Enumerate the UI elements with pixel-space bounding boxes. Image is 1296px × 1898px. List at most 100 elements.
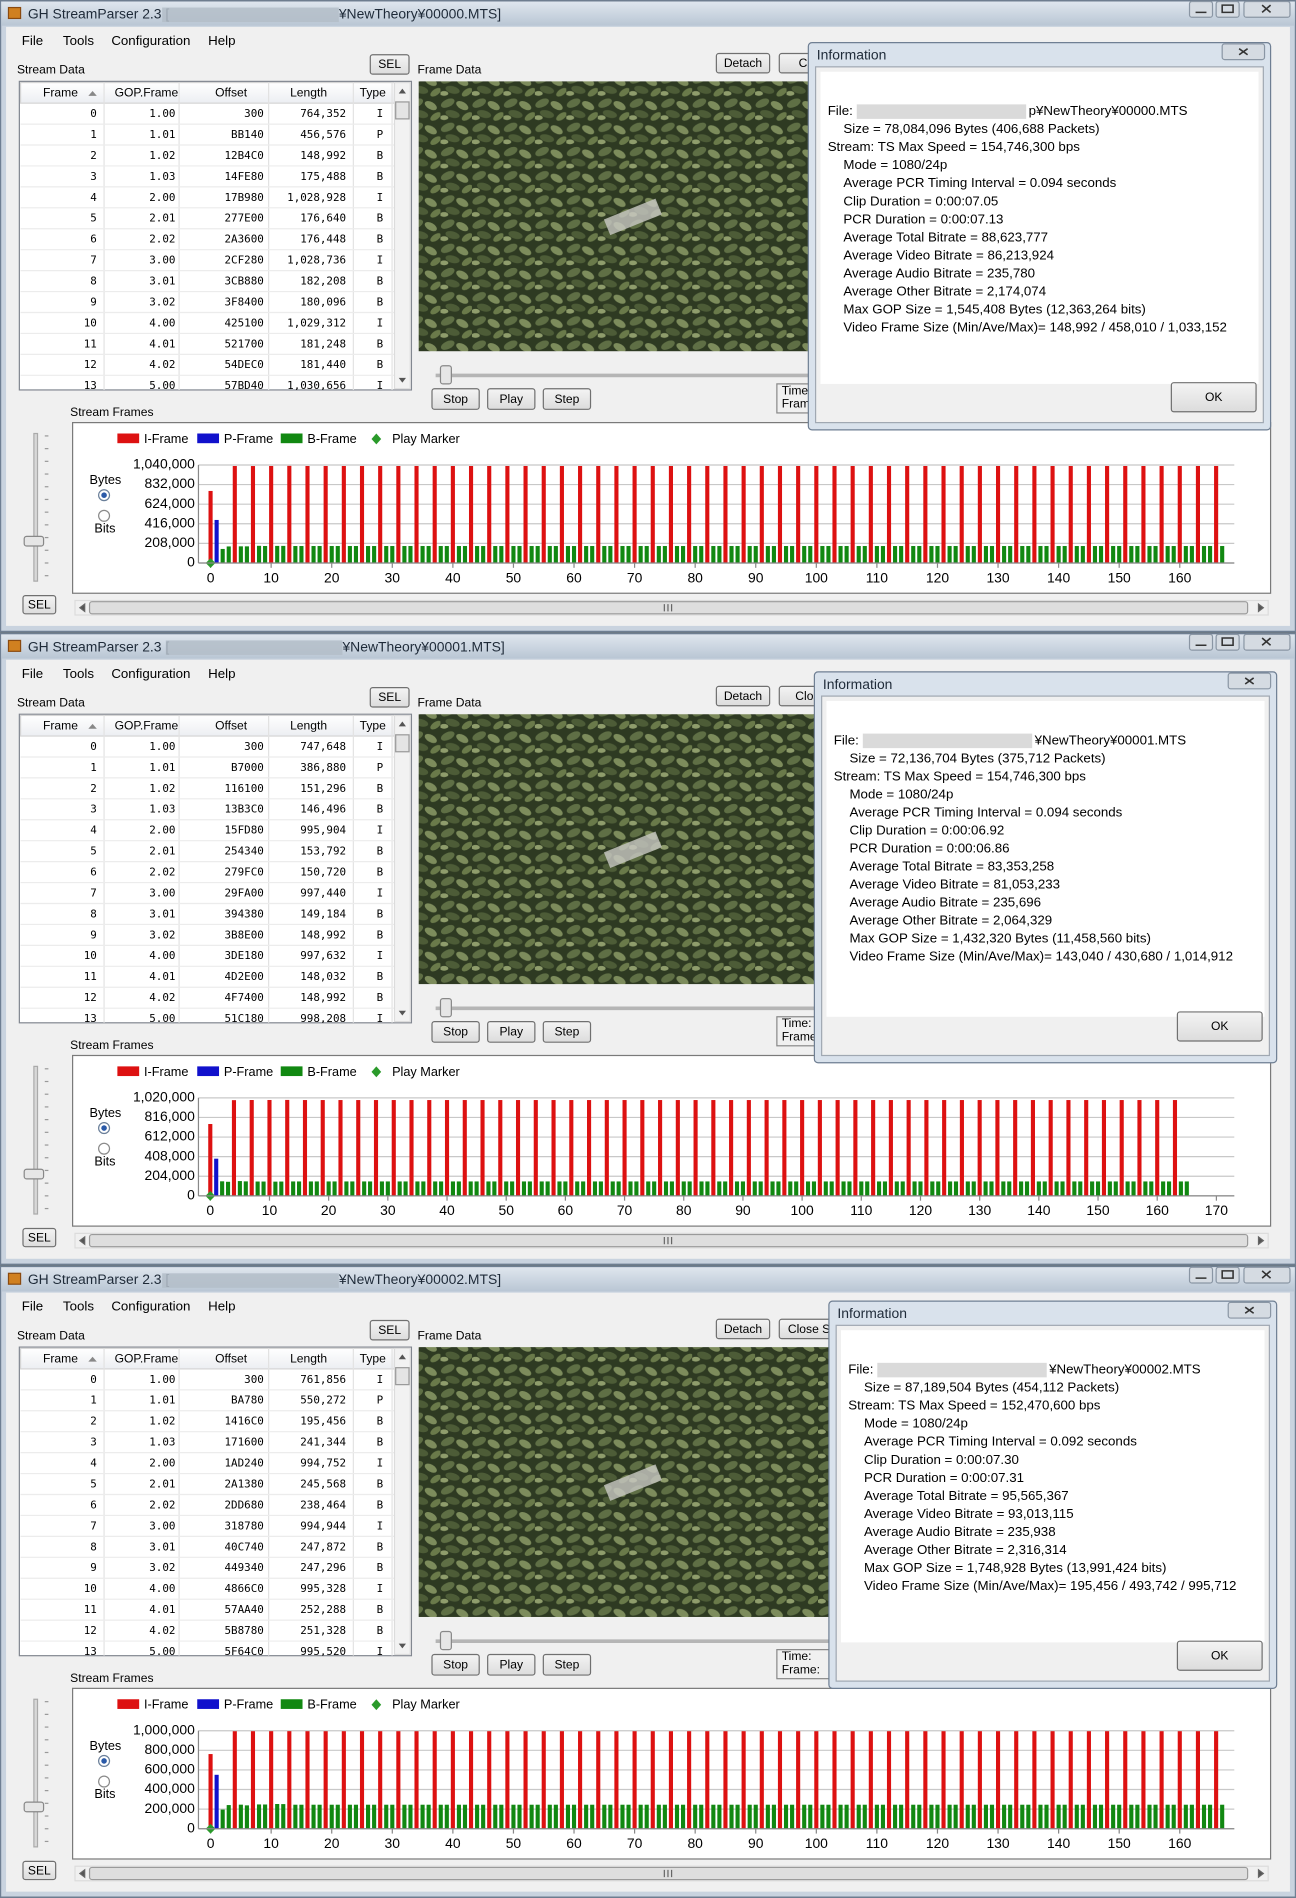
column-header[interactable]: Length (290, 1351, 327, 1365)
playback-button-label[interactable]: Stop (443, 1658, 468, 1672)
column-header[interactable]: GOP.Frame (115, 719, 179, 733)
position-thumb[interactable] (439, 1630, 452, 1651)
playback-button-face[interactable] (487, 1020, 536, 1043)
menu-item[interactable]: File (22, 1299, 43, 1314)
column-header[interactable]: Length (290, 86, 327, 100)
sel-button-label[interactable]: SEL (378, 690, 401, 704)
menu-item[interactable]: File (22, 33, 43, 48)
menu-item[interactable]: Tools (63, 1299, 94, 1314)
maximize-button[interactable] (1215, 1266, 1240, 1284)
playback-button-label[interactable]: Stop (443, 1025, 468, 1039)
menu-item[interactable]: Tools (63, 33, 94, 48)
playback-button-face[interactable] (431, 388, 480, 410)
minimize-button[interactable] (1188, 0, 1214, 18)
menu-item[interactable]: Help (208, 33, 235, 48)
sel-button[interactable]: SEL (369, 687, 410, 708)
table-scrollbar[interactable] (393, 1347, 411, 1656)
ok-button[interactable]: OK (1170, 382, 1257, 413)
zoom-thumb[interactable] (23, 535, 45, 547)
detach-button-face[interactable] (715, 1318, 771, 1340)
detach-button-label[interactable]: Detach (724, 689, 762, 703)
zoom-thumb[interactable] (23, 1168, 45, 1180)
detach-button-label[interactable]: Detach (724, 56, 762, 70)
playback-button[interactable]: Play (487, 1020, 536, 1043)
sel-button-face[interactable] (22, 1860, 57, 1881)
table-scrollbar[interactable] (393, 714, 411, 1023)
playback-button-label[interactable]: Stop (443, 392, 468, 406)
sel-button-face[interactable] (22, 595, 57, 615)
sel-button[interactable]: SEL (22, 1860, 57, 1881)
column-header[interactable]: Offset (215, 1351, 248, 1365)
playback-button-face[interactable] (487, 388, 536, 410)
detach-button[interactable]: Detach (715, 52, 771, 74)
playback-button[interactable]: Play (487, 1653, 536, 1676)
column-header[interactable]: Offset (215, 719, 248, 733)
sel-button[interactable]: SEL (22, 1227, 57, 1248)
menu-item[interactable]: Configuration (111, 1299, 190, 1314)
close-stream-button-label[interactable]: Close St (788, 1322, 834, 1336)
playback-button-label[interactable]: Play (499, 1025, 523, 1039)
playback-button[interactable]: Step (542, 388, 592, 410)
detach-button-face[interactable] (715, 685, 771, 707)
column-header[interactable]: Frame (43, 1351, 78, 1365)
playback-button-face[interactable] (542, 388, 592, 410)
minimize-button[interactable] (1188, 1266, 1214, 1284)
column-header[interactable]: Frame (43, 719, 78, 733)
playback-button-face[interactable] (431, 1020, 480, 1043)
playback-button-label[interactable]: Step (554, 392, 579, 406)
column-header[interactable]: Type (360, 86, 386, 100)
sel-button-label[interactable]: SEL (378, 1323, 401, 1337)
position-thumb[interactable] (439, 998, 452, 1018)
zoom-thumb[interactable] (23, 1801, 45, 1813)
table-scroll-thumb[interactable] (395, 734, 410, 753)
playback-button-face[interactable] (542, 1653, 592, 1676)
bits-radio[interactable] (98, 509, 111, 522)
sel-button-face[interactable] (369, 1319, 410, 1341)
position-thumb[interactable] (439, 365, 452, 385)
playback-button-label[interactable]: Step (554, 1658, 579, 1672)
menu-item[interactable]: Configuration (111, 666, 190, 681)
menu-item[interactable]: File (22, 666, 43, 681)
menu-item[interactable]: Configuration (111, 33, 190, 48)
ok-button-label[interactable]: OK (1205, 390, 1222, 404)
ok-button[interactable]: OK (1176, 1640, 1263, 1671)
sel-button[interactable]: SEL (369, 54, 410, 75)
column-header[interactable]: GOP.Frame (115, 1351, 179, 1365)
playback-button[interactable]: Stop (431, 388, 480, 410)
sel-button-label[interactable]: SEL (28, 1863, 51, 1877)
column-header[interactable]: Frame (43, 86, 78, 100)
column-header[interactable]: GOP.Frame (115, 86, 179, 100)
playback-button-face[interactable] (431, 1653, 480, 1676)
sel-button-face[interactable] (369, 54, 410, 75)
ok-button-face[interactable] (1170, 382, 1257, 413)
sel-button-label[interactable]: SEL (28, 598, 51, 612)
playback-button[interactable]: Play (487, 388, 536, 410)
playback-button[interactable]: Stop (431, 1020, 480, 1043)
sel-button-face[interactable] (22, 1227, 57, 1248)
playback-button-face[interactable] (487, 1653, 536, 1676)
bits-radio[interactable] (98, 1142, 111, 1155)
playback-button-label[interactable]: Play (499, 392, 523, 406)
menu-item[interactable]: Help (208, 1299, 235, 1314)
detach-button-label[interactable]: Detach (724, 1322, 762, 1336)
ok-button-face[interactable] (1176, 1011, 1263, 1042)
table-scrollbar[interactable] (393, 81, 411, 390)
sel-button[interactable]: SEL (22, 595, 57, 615)
column-header[interactable]: Type (360, 719, 386, 733)
sel-button-label[interactable]: SEL (378, 57, 401, 71)
column-header[interactable]: Type (360, 1351, 386, 1365)
ok-button-face[interactable] (1176, 1640, 1263, 1671)
column-header[interactable]: Offset (215, 86, 248, 100)
maximize-button[interactable] (1215, 0, 1240, 18)
minimize-button[interactable] (1188, 633, 1214, 651)
sel-button[interactable]: SEL (369, 1319, 410, 1341)
playback-button[interactable]: Step (542, 1020, 592, 1043)
playback-button[interactable]: Stop (431, 1653, 480, 1676)
ok-button-label[interactable]: OK (1211, 1648, 1228, 1662)
ok-button-label[interactable]: OK (1211, 1019, 1228, 1033)
table-scroll-thumb[interactable] (395, 101, 410, 120)
playback-button-face[interactable] (542, 1020, 592, 1043)
bits-radio[interactable] (98, 1775, 111, 1788)
menu-item[interactable]: Tools (63, 666, 94, 681)
menu-item[interactable]: Help (208, 666, 235, 681)
